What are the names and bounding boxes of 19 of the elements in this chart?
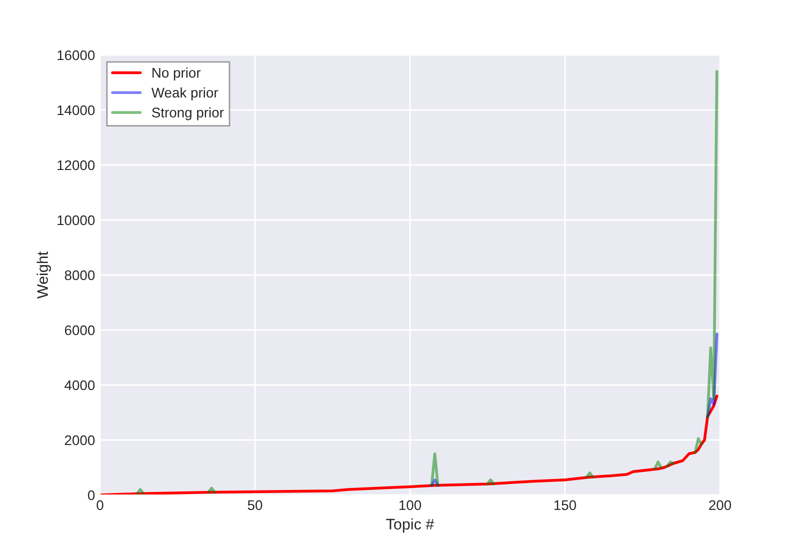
y-tick-label: 0 bbox=[88, 490, 95, 500]
y-tick-label: 8000 bbox=[64, 270, 95, 280]
y-tick-label: 6000 bbox=[64, 325, 95, 336]
legend-label: No prior bbox=[152, 68, 201, 80]
y-tick-label: 16000 bbox=[58, 50, 95, 60]
y-tick-label: 12000 bbox=[58, 160, 95, 170]
y-axis-title: Weight bbox=[36, 251, 51, 299]
x-tick-label: 150 bbox=[554, 500, 576, 510]
legend-label: Strong prior bbox=[152, 107, 224, 120]
y-tick-label: 10000 bbox=[58, 215, 95, 226]
y-tick-label: 2000 bbox=[64, 435, 95, 446]
x-axis-title: Topic # bbox=[386, 518, 434, 533]
x-tick-label: 200 bbox=[709, 500, 732, 510]
legend-label: Weak prior bbox=[151, 87, 218, 100]
y-tick-label: 14000 bbox=[58, 105, 95, 116]
x-tick-label: 100 bbox=[399, 500, 422, 510]
y-tick-label: 4000 bbox=[64, 380, 95, 390]
x-tick-label: 0 bbox=[96, 500, 104, 510]
x-tick-label: 50 bbox=[248, 500, 262, 510]
